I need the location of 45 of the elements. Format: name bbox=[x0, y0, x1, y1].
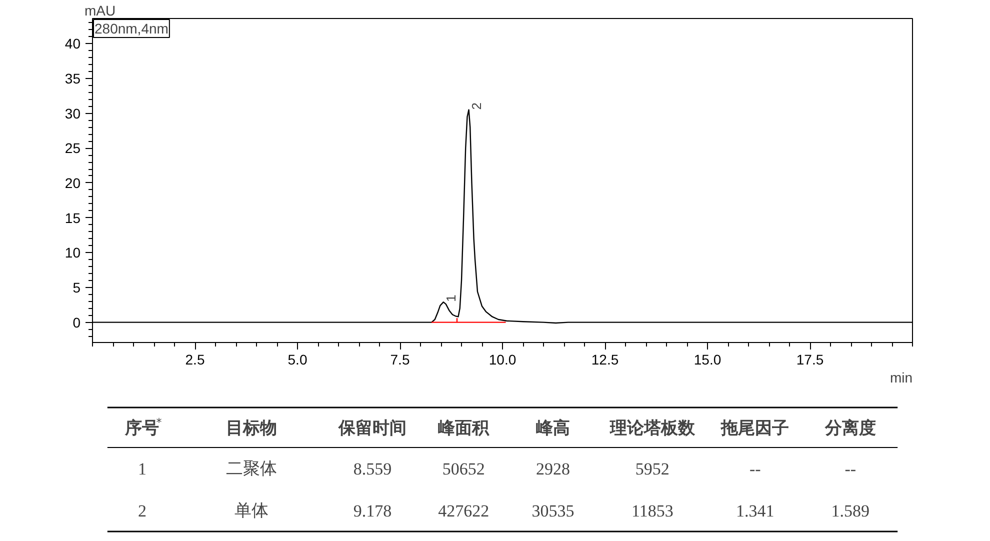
text: 1.341 bbox=[736, 502, 774, 520]
text: 单体 bbox=[234, 501, 269, 520]
x-tick-label: 2.5 bbox=[185, 352, 205, 368]
text: 分离度 bbox=[824, 418, 876, 438]
y-tick-label: 15 bbox=[64, 210, 81, 226]
x-tick-label: 7.5 bbox=[390, 352, 410, 368]
x-tick-label: 17.5 bbox=[796, 352, 824, 368]
y-tick-label: 25 bbox=[64, 140, 81, 156]
y-tick-label: 40 bbox=[64, 36, 81, 52]
text: 峰面积 bbox=[438, 418, 490, 438]
text: 二聚体 bbox=[226, 459, 278, 478]
text: 理论塔板数 bbox=[608, 418, 696, 438]
x-axis-title: min bbox=[890, 370, 913, 386]
y-tick-label: 20 bbox=[64, 174, 81, 191]
x-tick-label: 15.0 bbox=[694, 352, 722, 368]
y-tick-label: 0 bbox=[72, 314, 81, 330]
text: 2 bbox=[138, 502, 146, 520]
text: 427622 bbox=[438, 502, 490, 520]
text: 序号* bbox=[124, 416, 162, 438]
text: 1 bbox=[138, 460, 146, 478]
annotation: 1 bbox=[443, 294, 458, 302]
text: -- bbox=[749, 460, 762, 478]
annotation: 2 bbox=[468, 102, 484, 110]
text: 9.178 bbox=[353, 502, 392, 520]
text: 2928 bbox=[536, 460, 570, 478]
text: 5952 bbox=[635, 460, 670, 478]
text: 11853 bbox=[631, 502, 674, 520]
y-axis-title: mAU bbox=[84, 2, 116, 18]
y-tick-label: 30 bbox=[64, 105, 81, 122]
text: 保留时间 bbox=[337, 418, 406, 438]
x-tick-label: 5.0 bbox=[288, 352, 308, 368]
y-tick-label: 5 bbox=[72, 279, 81, 296]
y-tick-label: 35 bbox=[64, 70, 81, 86]
text: -- bbox=[844, 460, 856, 478]
text: 30535 bbox=[532, 502, 574, 520]
text: 50652 bbox=[442, 460, 485, 478]
text: 1.589 bbox=[831, 502, 870, 520]
y-tick-label: 10 bbox=[64, 244, 81, 261]
text: 峰高 bbox=[536, 418, 570, 438]
x-tick-label: 12.5 bbox=[591, 352, 619, 368]
text: 目标物 bbox=[226, 418, 278, 438]
annotation: 280nm,4nm bbox=[94, 20, 168, 36]
x-tick-label: 10.0 bbox=[488, 352, 516, 368]
text: 拖尾因子 bbox=[720, 418, 790, 438]
text: 8.559 bbox=[353, 460, 392, 478]
